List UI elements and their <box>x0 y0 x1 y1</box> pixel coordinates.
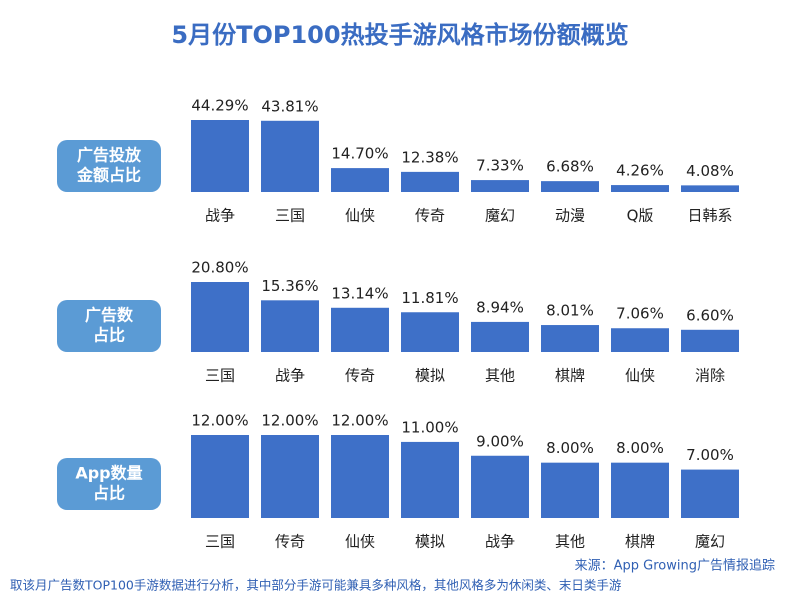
bar <box>331 307 389 352</box>
x-tick-label: 传奇 <box>415 207 445 225</box>
label-box <box>57 458 161 510</box>
bar <box>611 328 669 352</box>
label-box <box>57 300 161 352</box>
bar <box>331 435 389 518</box>
x-tick-label: Q版 <box>627 207 654 225</box>
bar <box>191 435 249 518</box>
panel-label: 广告数 <box>85 306 134 325</box>
bar <box>261 435 319 518</box>
value-label: 12.38% <box>401 148 458 166</box>
value-label: 43.81% <box>261 97 318 115</box>
value-label: 8.94% <box>476 298 524 316</box>
chart-title: 5月份TOP100热投手游风格市场份额概览 <box>171 21 628 49</box>
x-tick-label: 日韩系 <box>687 207 732 225</box>
value-label: 7.06% <box>616 305 664 323</box>
bar <box>611 185 669 192</box>
x-tick-label: 仙侠 <box>625 367 655 385</box>
x-tick-label: 战争 <box>275 367 305 385</box>
value-label: 12.00% <box>331 412 388 430</box>
x-tick-label: 三国 <box>205 533 235 551</box>
bar <box>471 455 529 518</box>
value-label: 6.68% <box>546 158 594 176</box>
value-label: 14.70% <box>331 145 388 163</box>
x-tick-label: 战争 <box>485 533 515 551</box>
label-box <box>57 140 161 192</box>
bar <box>681 185 739 192</box>
value-label: 7.33% <box>476 157 524 175</box>
x-tick-label: 三国 <box>275 207 305 225</box>
value-label: 8.01% <box>546 302 594 320</box>
x-tick-label: 消除 <box>695 367 725 385</box>
x-tick-label: 仙侠 <box>345 533 375 551</box>
panel-label: 占比 <box>93 326 125 345</box>
x-tick-label: 战争 <box>205 207 235 225</box>
x-tick-label: 传奇 <box>345 367 375 385</box>
bar <box>331 168 389 192</box>
value-label: 15.36% <box>261 277 318 295</box>
bar <box>471 321 529 352</box>
bar <box>401 171 459 192</box>
bar <box>471 180 529 192</box>
x-tick-label: 动漫 <box>555 207 585 225</box>
value-label: 12.00% <box>261 412 318 430</box>
note: 取该月广告数TOP100手游数据进行分析，其中部分手游可能兼具多种风格，其他风格… <box>10 578 622 593</box>
bar <box>541 181 599 192</box>
value-label: 4.26% <box>616 162 664 180</box>
x-tick-label: 魔幻 <box>485 207 515 225</box>
source: 来源：App Growing广告情报追踪 <box>575 558 775 574</box>
value-label: 11.00% <box>401 418 458 436</box>
value-label: 13.14% <box>331 284 388 302</box>
value-label: 6.60% <box>686 306 734 324</box>
bar <box>401 441 459 518</box>
value-label: 8.00% <box>546 439 594 457</box>
panel-label: 占比 <box>93 484 125 503</box>
x-tick-label: 魔幻 <box>695 533 725 551</box>
value-label: 7.00% <box>686 446 734 464</box>
value-label: 11.81% <box>401 289 458 307</box>
bar <box>261 120 319 192</box>
bar <box>681 329 739 352</box>
panel-label: 金额占比 <box>76 166 141 185</box>
x-tick-label: 棋牌 <box>625 533 655 551</box>
bar <box>191 282 249 352</box>
value-label: 4.08% <box>686 162 734 180</box>
bar <box>261 300 319 352</box>
x-tick-label: 传奇 <box>275 533 305 551</box>
x-tick-label: 三国 <box>205 367 235 385</box>
x-tick-label: 仙侠 <box>345 207 375 225</box>
value-label: 20.80% <box>191 259 248 277</box>
x-tick-label: 其他 <box>485 367 515 385</box>
bar <box>611 462 669 518</box>
panel-label: 广告投放 <box>77 146 142 165</box>
x-tick-label: 模拟 <box>415 533 445 551</box>
x-tick-label: 模拟 <box>415 367 445 385</box>
bar <box>191 120 249 192</box>
value-label: 12.00% <box>191 412 248 430</box>
value-label: 8.00% <box>616 439 664 457</box>
value-label: 9.00% <box>476 432 524 450</box>
bar <box>401 312 459 352</box>
bar <box>681 469 739 518</box>
x-tick-label: 棋牌 <box>555 367 585 385</box>
value-label: 44.29% <box>191 97 248 115</box>
panel-label: App数量 <box>75 464 142 483</box>
bar <box>541 462 599 518</box>
bar <box>541 325 599 352</box>
x-tick-label: 其他 <box>555 533 585 551</box>
